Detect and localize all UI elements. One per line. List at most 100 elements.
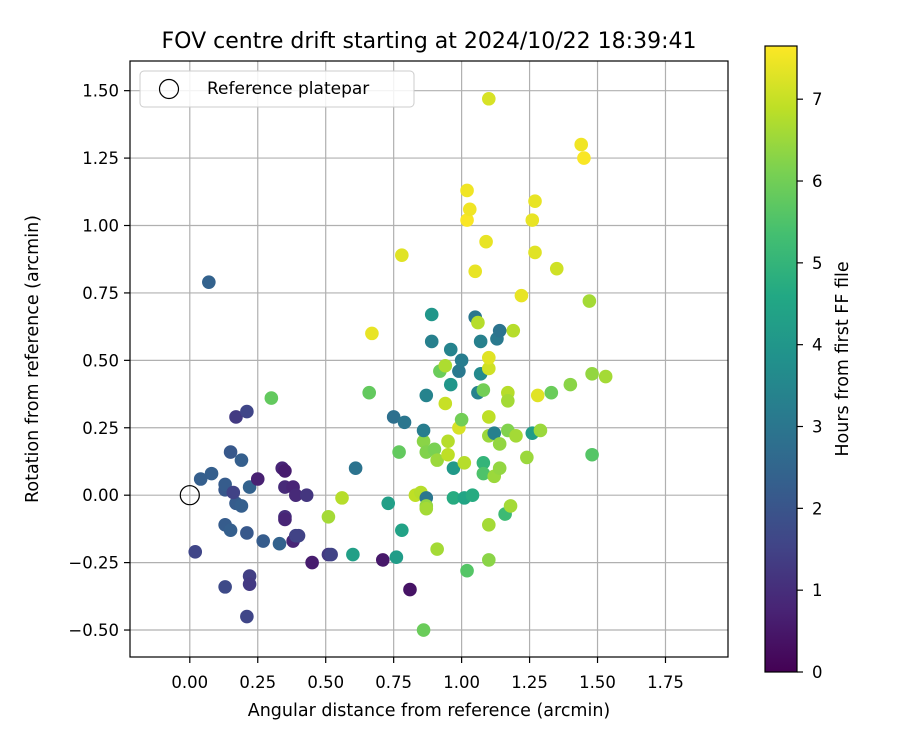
- data-point: [482, 350, 496, 365]
- data-point: [476, 383, 491, 397]
- data-point: [492, 461, 507, 476]
- data-point: [234, 499, 249, 513]
- x-tick-label: 0.75: [375, 673, 412, 692]
- data-point: [482, 410, 496, 424]
- data-point: [416, 623, 431, 637]
- x-tick-label: 1.50: [579, 673, 616, 692]
- data-point: [299, 488, 314, 502]
- data-point: [454, 412, 469, 427]
- data-point: [525, 213, 540, 227]
- data-point: [460, 213, 474, 227]
- data-point: [479, 234, 493, 249]
- data-point: [289, 488, 303, 502]
- plot-frame: [129, 60, 729, 658]
- data-point: [468, 264, 483, 279]
- data-point: [424, 334, 439, 349]
- data-point: [250, 472, 265, 486]
- data-point: [321, 509, 336, 524]
- data-point: [430, 542, 444, 556]
- colorbar-tick-label: 1: [812, 581, 823, 600]
- data-point: [416, 434, 431, 449]
- data-point: [419, 388, 434, 403]
- data-point: [389, 550, 404, 565]
- y-axis-ticks: −0.50 −0.25 0.00 0.25 0.50 0.75 1.00 1.25 1.50: [68, 82, 130, 640]
- colorbar-tick-label: 5: [812, 254, 823, 273]
- colorbar-tick-label: 0: [812, 663, 823, 682]
- data-point: [506, 323, 521, 338]
- reference-open-circle-icon: [179, 485, 200, 506]
- data-points: [188, 91, 613, 637]
- data-point: [386, 410, 401, 424]
- data-point: [362, 385, 377, 400]
- data-point: [446, 461, 461, 476]
- grid-lines: [130, 61, 728, 657]
- y-tick-label: 0.50: [82, 351, 119, 370]
- y-tick-label: −0.25: [68, 554, 119, 573]
- data-point: [574, 137, 589, 152]
- data-point: [585, 447, 599, 462]
- y-tick-label: 1.50: [82, 82, 119, 101]
- data-point: [443, 377, 458, 392]
- data-point: [471, 315, 485, 330]
- colorbar-ticks: 0 1 2 3 4 5 6 7: [797, 90, 823, 682]
- data-point: [585, 367, 599, 381]
- data-point: [520, 450, 534, 465]
- x-tick-label: 0.25: [239, 673, 276, 692]
- data-point: [416, 423, 431, 438]
- data-point: [240, 404, 254, 419]
- y-tick-label: −0.50: [68, 621, 119, 640]
- data-point: [229, 410, 243, 424]
- colorbar-label: Hours from first FF file: [833, 261, 853, 456]
- data-point: [544, 385, 559, 400]
- data-point: [419, 501, 434, 516]
- data-point: [381, 496, 396, 511]
- data-point: [438, 396, 453, 411]
- data-point: [443, 342, 458, 357]
- data-point: [272, 536, 287, 551]
- data-point: [454, 353, 469, 368]
- y-tick-label: 1.00: [82, 217, 119, 236]
- legend-box: [139, 70, 415, 108]
- data-point: [530, 388, 545, 403]
- data-point: [427, 442, 442, 457]
- data-point: [438, 358, 453, 373]
- data-point: [528, 194, 542, 209]
- data-point: [403, 582, 417, 597]
- data-point: [528, 245, 542, 260]
- data-point: [482, 518, 496, 532]
- data-point: [335, 491, 349, 505]
- colorbar: 0 1 2 3 4 5 6 7 Hours from first FF file: [764, 45, 853, 682]
- data-point: [291, 528, 306, 543]
- data-point: [234, 453, 249, 467]
- data-point: [577, 151, 591, 165]
- data-point: [375, 553, 390, 567]
- colorbar-gradient: [764, 45, 798, 673]
- data-point: [226, 485, 241, 500]
- data-point: [582, 294, 597, 308]
- data-point: [240, 526, 254, 540]
- data-point: [509, 429, 523, 443]
- data-point: [482, 553, 496, 567]
- data-point: [202, 275, 216, 289]
- chart-title: FOV centre drift starting at 2024/10/22 …: [162, 29, 697, 54]
- data-point: [278, 464, 292, 478]
- reference-marker: [179, 485, 200, 506]
- data-point: [242, 577, 257, 591]
- data-point: [492, 323, 507, 338]
- data-point: [446, 491, 461, 505]
- data-point: [501, 394, 515, 408]
- data-point: [563, 377, 578, 392]
- data-point: [441, 434, 455, 449]
- data-point: [365, 326, 379, 341]
- data-point: [278, 512, 292, 527]
- colorbar-tick-label: 3: [812, 418, 823, 437]
- data-point: [457, 456, 472, 470]
- x-tick-label: 0.50: [307, 673, 344, 692]
- legend-open-circle-icon: [158, 78, 180, 100]
- data-point: [473, 334, 488, 349]
- data-point: [465, 488, 480, 502]
- data-point: [549, 261, 564, 276]
- data-point: [533, 423, 548, 438]
- data-point: [424, 307, 439, 322]
- y-tick-label: 0.00: [82, 486, 119, 505]
